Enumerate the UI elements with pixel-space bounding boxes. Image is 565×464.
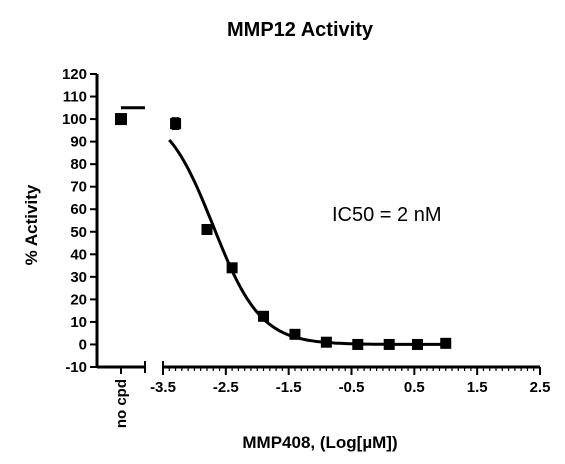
y-tick-label: 120: [62, 66, 87, 83]
x-tick-label: 1.5: [467, 379, 488, 396]
data-point: [258, 310, 270, 322]
y-axis-label: % Activity: [22, 184, 41, 265]
y-tick-label: 30: [70, 269, 87, 286]
x-tick-label: 2.5: [530, 379, 551, 396]
x-tick-label: -1.5: [276, 379, 302, 396]
y-tick-label: 80: [70, 156, 87, 173]
y-tick-label: 60: [70, 201, 87, 218]
x-axis-label: MMP408, (Log[µM]): [242, 433, 397, 452]
data-point: [170, 118, 182, 130]
x-tick-label: -0.5: [339, 379, 365, 396]
fit-curve: [168, 138, 446, 346]
x-tick-label: -2.5: [213, 379, 239, 396]
x-tick-label: 0.5: [404, 379, 425, 396]
y-tick-label: 110: [63, 89, 87, 106]
chart-title: MMP12 Activity: [227, 19, 374, 41]
x-tick-label: -3.5: [150, 379, 176, 396]
data-point: [411, 338, 423, 350]
y-tick-label: 90: [70, 134, 87, 151]
data-point: [383, 338, 395, 350]
data-marks: [115, 106, 452, 350]
y-tick-label: 100: [62, 111, 87, 128]
y-tick-label: 20: [70, 291, 87, 308]
y-tick-label: 0: [79, 336, 87, 353]
data-point: [201, 224, 213, 236]
data-point: [440, 337, 452, 349]
y-tick-label: 10: [70, 314, 87, 331]
y-tick-label: 70: [70, 179, 87, 196]
control-point: [115, 113, 127, 126]
y-tick-label: 50: [70, 224, 87, 241]
axes: -10 0 10 20 30 40 50 60 70 80 90 100 110 120 -3.5 -2.5 -…: [62, 66, 550, 428]
control-label: no cpd: [113, 379, 130, 428]
data-point: [320, 336, 332, 348]
data-point: [352, 338, 364, 350]
data-point: [226, 262, 238, 274]
ic50-annotation: IC50 = 2 nM: [332, 204, 442, 226]
data-point: [289, 328, 301, 340]
y-tick-label: 40: [70, 246, 87, 263]
y-tick-label: -10: [65, 359, 87, 376]
